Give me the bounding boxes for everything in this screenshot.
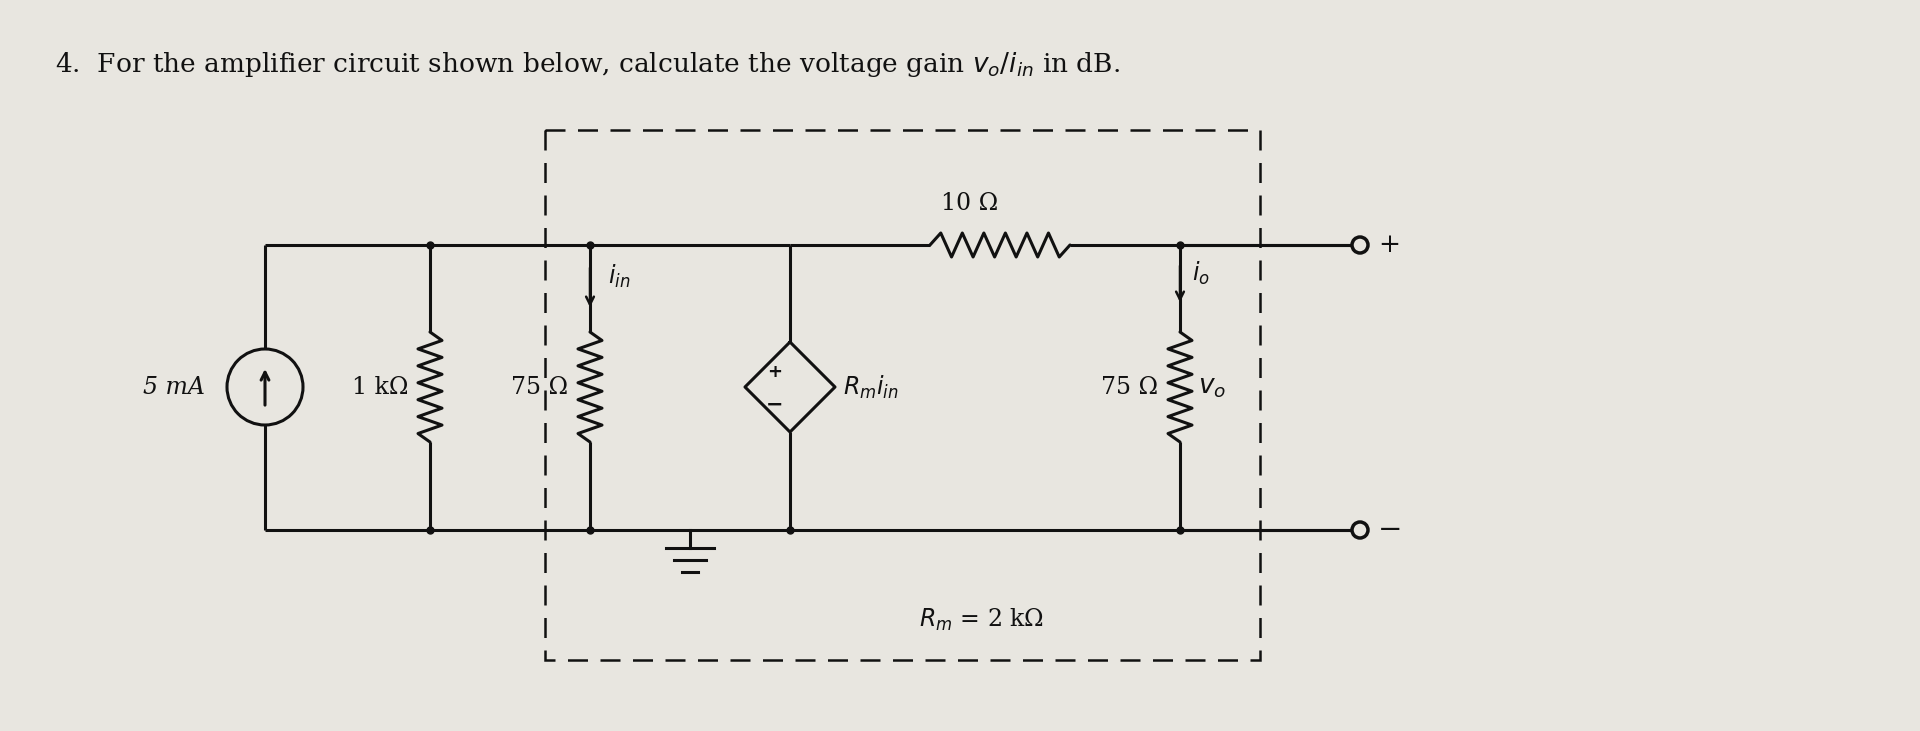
Text: 5 mA: 5 mA xyxy=(144,376,205,398)
Text: +: + xyxy=(1379,232,1400,257)
Text: +: + xyxy=(768,363,783,381)
Text: 10 Ω: 10 Ω xyxy=(941,192,998,215)
Text: $i_o$: $i_o$ xyxy=(1192,260,1210,287)
Text: 4.  For the amplifier circuit shown below, calculate the voltage gain $v_o/i_{in: 4. For the amplifier circuit shown below… xyxy=(56,50,1119,79)
Text: −: − xyxy=(1379,516,1402,544)
Circle shape xyxy=(1352,237,1367,253)
Text: 1 kΩ: 1 kΩ xyxy=(351,376,407,398)
Text: −: − xyxy=(766,395,783,415)
Text: $R_m i_{in}$: $R_m i_{in}$ xyxy=(843,374,899,401)
Circle shape xyxy=(1352,522,1367,538)
Text: 75 Ω: 75 Ω xyxy=(1100,376,1158,398)
Text: $R_m$ = 2 kΩ: $R_m$ = 2 kΩ xyxy=(920,607,1044,633)
Text: $i_{in}$: $i_{in}$ xyxy=(609,263,630,290)
Text: 75 Ω: 75 Ω xyxy=(511,376,568,398)
Text: $v_o$: $v_o$ xyxy=(1198,374,1227,400)
